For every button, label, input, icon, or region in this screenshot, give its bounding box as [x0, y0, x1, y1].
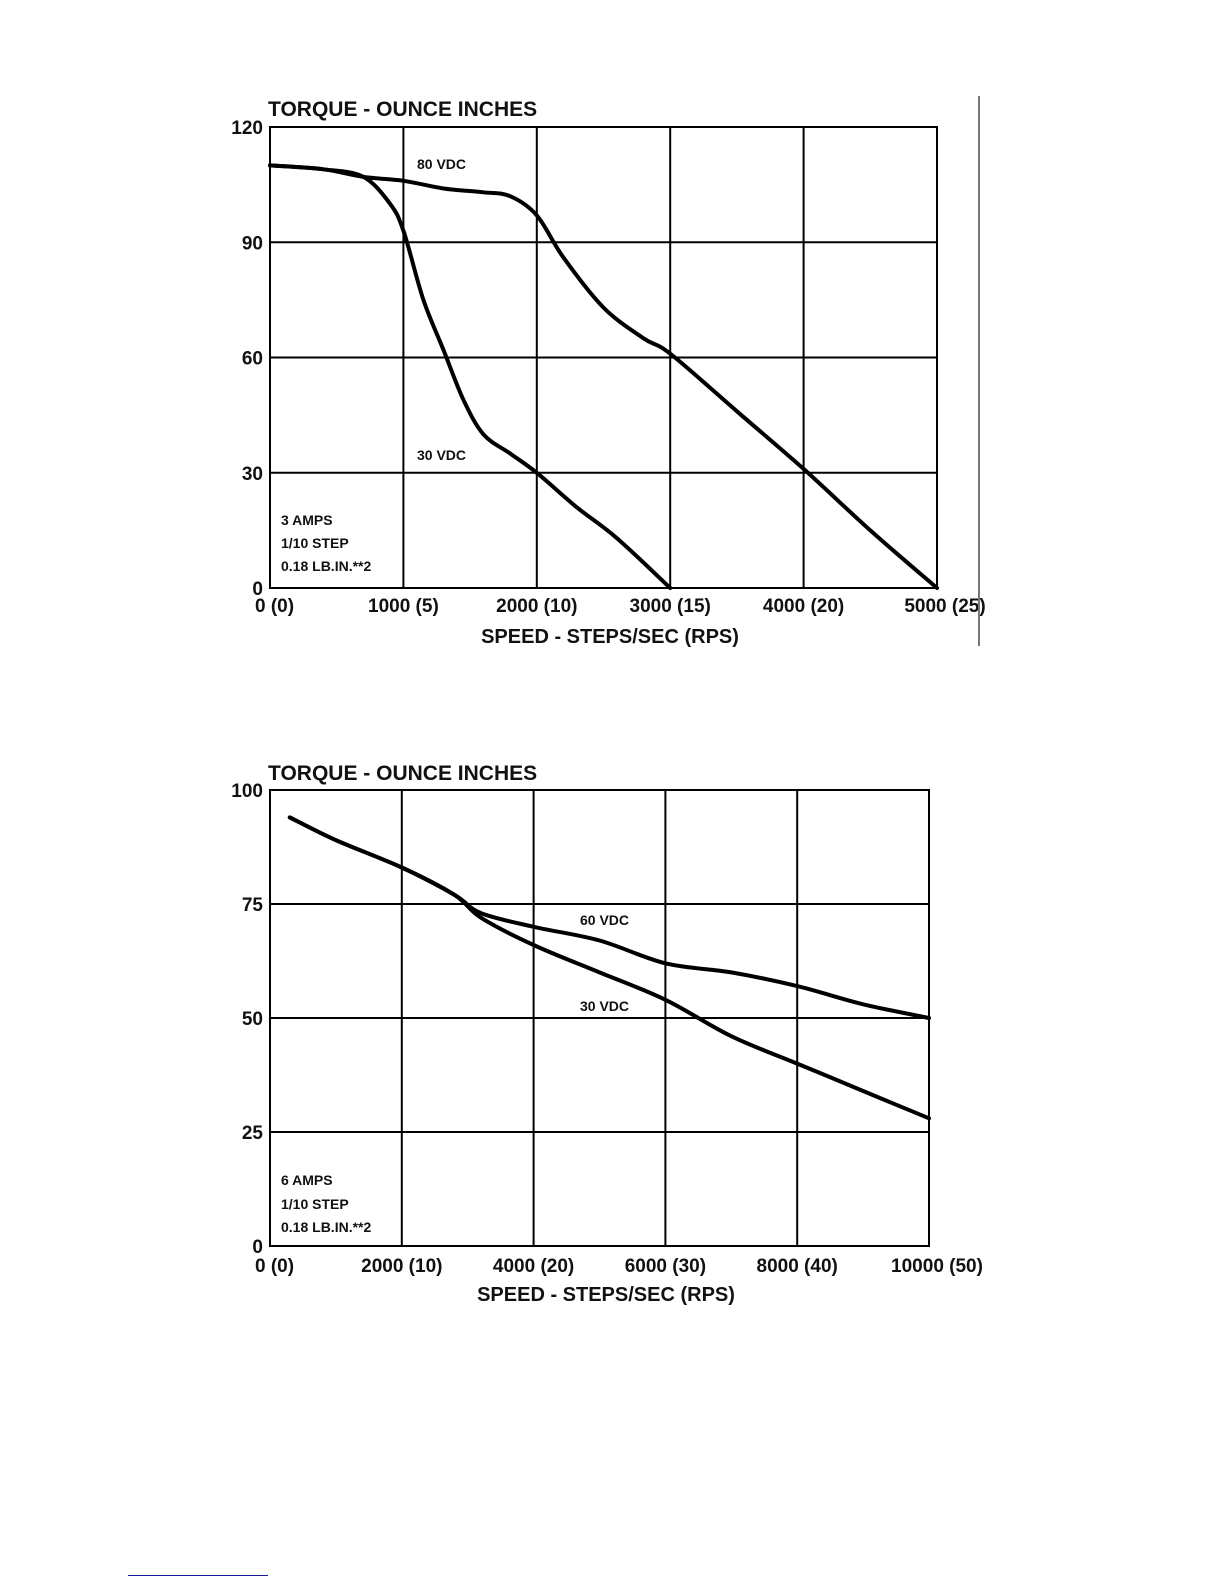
x-tick-label: 4000 (20) — [493, 1256, 574, 1277]
x-tick-label: 2000 (10) — [496, 596, 577, 617]
series-label: 80 VDC — [417, 156, 466, 172]
y-tick-label: 60 — [242, 349, 263, 370]
x-tick-label: 2000 (10) — [361, 1256, 442, 1277]
y-tick-label: 0 — [252, 1237, 263, 1258]
chart-title: TORQUE - OUNCE INCHES — [268, 98, 537, 121]
chart-note: 6 AMPS — [281, 1172, 333, 1188]
x-tick-label: 5000 (25) — [904, 596, 985, 617]
y-tick-label: 25 — [242, 1123, 264, 1144]
y-tick-label: 30 — [242, 464, 263, 485]
x-tick-label: 4000 (20) — [763, 596, 844, 617]
chart-note: 0.18 LB.IN.**2 — [281, 1219, 371, 1235]
chart-note: 1/10 STEP — [281, 535, 349, 551]
chart-title: TORQUE - OUNCE INCHES — [268, 762, 537, 785]
y-tick-label: 75 — [242, 895, 264, 916]
series-label: 30 VDC — [417, 447, 466, 463]
plot-frame — [269, 126, 938, 589]
footer-rule — [128, 1575, 268, 1576]
series-label: 60 VDC — [580, 912, 629, 928]
y-tick-label: 0 — [252, 579, 263, 600]
x-tick-label: 3000 (15) — [630, 596, 711, 617]
x-axis-label: SPEED - STEPS/SEC (RPS) — [477, 1284, 735, 1306]
y-tick-label: 120 — [231, 118, 263, 139]
chart-1: TORQUE - OUNCE INCHES 0 30 60 90 120 0 (0) 1000… — [231, 98, 985, 648]
chart-note: 3 AMPS — [281, 512, 333, 528]
series-line-80-vdc — [268, 163, 939, 590]
chart-note: 1/10 STEP — [281, 1196, 349, 1212]
y-tick-label: 50 — [242, 1009, 263, 1030]
series-line-30-vdc — [287, 815, 931, 1121]
y-tick-label: 100 — [231, 781, 263, 802]
x-tick-label: 8000 (40) — [757, 1256, 838, 1277]
series-label: 30 VDC — [580, 998, 629, 1014]
chart-2: TORQUE - OUNCE INCHES 0 25 50 75 100 0 (0) 2000… — [231, 762, 983, 1306]
x-tick-label: 10000 (50) — [891, 1256, 983, 1277]
x-tick-label: 0 (0) — [255, 596, 294, 617]
chart-note: 0.18 LB.IN.**2 — [281, 558, 371, 574]
x-tick-label: 6000 (30) — [625, 1256, 706, 1277]
x-tick-label: 1000 (5) — [368, 596, 439, 617]
x-axis-label: SPEED - STEPS/SEC (RPS) — [481, 626, 739, 648]
y-tick-label: 90 — [242, 233, 263, 254]
series-line-30-vdc — [268, 163, 673, 590]
x-tick-label: 0 (0) — [255, 1256, 294, 1277]
